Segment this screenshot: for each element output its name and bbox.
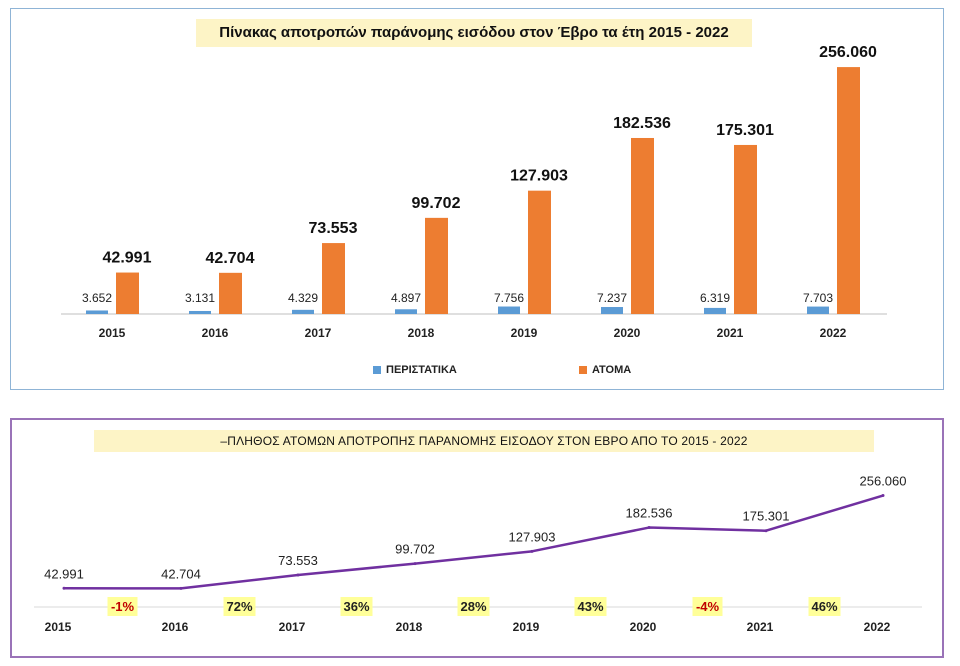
- label-persons-2021: 175.301: [716, 122, 774, 139]
- bar-incidents-2020: [601, 307, 623, 314]
- bar-persons-2021: [734, 144, 757, 314]
- legend-swatch-persons: [579, 366, 587, 374]
- line-x-tick-2020: 2020: [630, 620, 657, 634]
- line-label-2015: 42.991: [44, 566, 84, 581]
- line-series-persons: [63, 494, 884, 590]
- change-badge-bg-2: [223, 597, 256, 616]
- legend-label-incidents: ΠΕΡΙΣΤΑΤΙΚΑ: [386, 364, 457, 376]
- line-x-tick-2015: 2015: [45, 620, 72, 634]
- label-persons-2016: 42.704: [206, 250, 255, 267]
- change-badge-2: 72%: [226, 599, 252, 614]
- line-x-tick-2016: 2016: [162, 620, 189, 634]
- line-label-2017: 73.553: [278, 553, 318, 568]
- line-x-tick-2022: 2022: [864, 620, 891, 634]
- change-badge-bg-7: [808, 597, 841, 616]
- line-x-tick-2018: 2018: [396, 620, 423, 634]
- line-point-2022: [881, 494, 885, 498]
- bar-x-tick-2020: 2020: [614, 326, 641, 340]
- bar-incidents-2022: [807, 306, 829, 314]
- label-incidents-2016: 3.131: [185, 291, 215, 305]
- line-point-2019: [530, 549, 534, 553]
- line-x-tick-2019: 2019: [513, 620, 540, 634]
- bar-persons-2015: [116, 272, 139, 314]
- bar-x-tick-2017: 2017: [305, 326, 332, 340]
- bar-incidents-2017: [292, 309, 314, 314]
- bar-x-tick-2016: 2016: [202, 326, 229, 340]
- bar-persons-2016: [219, 272, 242, 314]
- bar-persons-2017: [322, 243, 345, 314]
- bar-chart-svg: 3.652 42.991 2015 3.131 42.704 2016 4.329 73.55…: [61, 44, 887, 340]
- change-badge-bg-1: [107, 597, 138, 616]
- line-point-2016: [179, 586, 183, 590]
- line-point-2017: [296, 573, 300, 577]
- line-point-2020: [647, 526, 651, 530]
- bar-incidents-2015: [86, 310, 108, 314]
- line-label-2016: 42.704: [161, 566, 201, 581]
- bar-persons-2022: [837, 67, 860, 315]
- legend-swatch-incidents: [373, 366, 381, 374]
- bar-persons-2020: [631, 137, 654, 314]
- bar-incidents-2018: [395, 309, 417, 314]
- line-label-2022: 256.060: [860, 474, 907, 489]
- label-incidents-2021: 6.319: [700, 291, 730, 305]
- bar-x-tick-2018: 2018: [408, 326, 435, 340]
- bar-incidents-2021: [704, 307, 726, 314]
- change-badge-4: 28%: [460, 599, 486, 614]
- line-point-2021: [764, 529, 768, 533]
- change-badge-7: 46%: [811, 599, 837, 614]
- change-badge-6: -4%: [696, 599, 720, 614]
- line-chart-svg: 42.991 2015 42.704 2016 73.553 2017 99.702 2018…: [34, 474, 922, 634]
- label-persons-2019: 127.903: [510, 168, 568, 185]
- bar-persons-2019: [528, 190, 551, 314]
- line-label-2019: 127.903: [509, 529, 556, 544]
- line-x-tick-2021: 2021: [747, 620, 774, 634]
- change-badge-5: 43%: [577, 599, 603, 614]
- bar-x-tick-2019: 2019: [511, 326, 538, 340]
- line-point-2018: [413, 562, 417, 566]
- label-persons-2017: 73.553: [309, 220, 358, 237]
- legend-item-persons: ΑΤΟΜΑ: [579, 364, 631, 376]
- legend-label-persons: ΑΤΟΜΑ: [592, 364, 632, 376]
- label-incidents-2022: 7.703: [803, 291, 833, 305]
- label-incidents-2019: 7.756: [494, 291, 524, 305]
- line-chart-title: –ΠΛΗΘΟΣ ΑΤΟΜΩΝ ΑΠΟΤΡΟΠΗΣ ΠΑΡΑΝΟΜΗΣ ΕΙΣΟΔ…: [94, 430, 874, 452]
- label-incidents-2017: 4.329: [288, 291, 318, 305]
- bar-persons-2018: [425, 217, 448, 314]
- change-badge-3: 36%: [343, 599, 369, 614]
- change-badge-bg-4: [457, 597, 490, 616]
- bar-x-tick-2022: 2022: [820, 326, 847, 340]
- bar-x-tick-2021: 2021: [717, 326, 744, 340]
- label-persons-2020: 182.536: [613, 115, 671, 132]
- line-chart-panel: –ΠΛΗΘΟΣ ΑΤΟΜΩΝ ΑΠΟΤΡΟΠΗΣ ΠΑΡΑΝΟΜΗΣ ΕΙΣΟΔ…: [10, 418, 944, 658]
- legend-item-incidents: ΠΕΡΙΣΤΑΤΙΚΑ: [373, 364, 457, 376]
- bar-incidents-2016: [189, 310, 211, 314]
- label-incidents-2018: 4.897: [391, 291, 421, 305]
- bar-incidents-2019: [498, 306, 520, 314]
- change-badge-bg-3: [340, 597, 373, 616]
- bar-chart-panel: Πίνακας αποτροπών παράνομης εισόδου στον…: [10, 8, 944, 390]
- change-badge-1: -1%: [111, 599, 135, 614]
- line-label-2021: 175.301: [743, 509, 790, 524]
- line-x-tick-2017: 2017: [279, 620, 306, 634]
- label-persons-2022: 256.060: [819, 44, 877, 61]
- line-point-2015: [62, 586, 66, 590]
- bar-chart-title: Πίνακας αποτροπών παράνομης εισόδου στον…: [196, 19, 752, 47]
- label-incidents-2015: 3.652: [82, 291, 112, 305]
- label-incidents-2020: 7.237: [597, 291, 627, 305]
- change-badge-bg-6: [692, 597, 723, 616]
- line-label-2018: 99.702: [395, 542, 435, 557]
- bar-x-tick-2015: 2015: [99, 326, 126, 340]
- line-label-2020: 182.536: [626, 506, 673, 521]
- change-badge-bg-5: [574, 597, 607, 616]
- label-persons-2015: 42.991: [103, 250, 152, 267]
- label-persons-2018: 99.702: [412, 195, 461, 212]
